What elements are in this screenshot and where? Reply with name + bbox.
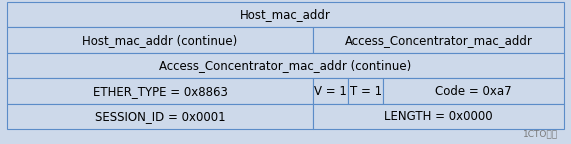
Text: ETHER_TYPE = 0x8863: ETHER_TYPE = 0x8863 [93, 85, 228, 98]
Text: V = 1: V = 1 [315, 85, 347, 98]
Bar [313, 78, 348, 104]
Text: Host_mac_addr: Host_mac_addr [240, 8, 331, 21]
Text: Host_mac_addr (continue): Host_mac_addr (continue) [82, 34, 238, 47]
Bar [7, 78, 313, 104]
Text: Code = 0xa7: Code = 0xa7 [435, 85, 512, 98]
Bar [313, 104, 564, 129]
Text: Access_Concentrator_mac_addr (continue): Access_Concentrator_mac_addr (continue) [159, 59, 412, 72]
Bar [7, 2, 564, 27]
Bar [348, 78, 383, 104]
Text: 1CTO博客: 1CTO博客 [524, 129, 558, 138]
Bar [383, 78, 564, 104]
Bar [7, 53, 564, 78]
Text: Access_Concentrator_mac_addr: Access_Concentrator_mac_addr [345, 34, 533, 47]
Text: LENGTH = 0x0000: LENGTH = 0x0000 [384, 110, 493, 123]
Text: SESSION_ID = 0x0001: SESSION_ID = 0x0001 [95, 110, 226, 123]
Bar [7, 27, 313, 53]
Bar [7, 104, 313, 129]
Bar [313, 27, 564, 53]
Text: T = 1: T = 1 [349, 85, 381, 98]
